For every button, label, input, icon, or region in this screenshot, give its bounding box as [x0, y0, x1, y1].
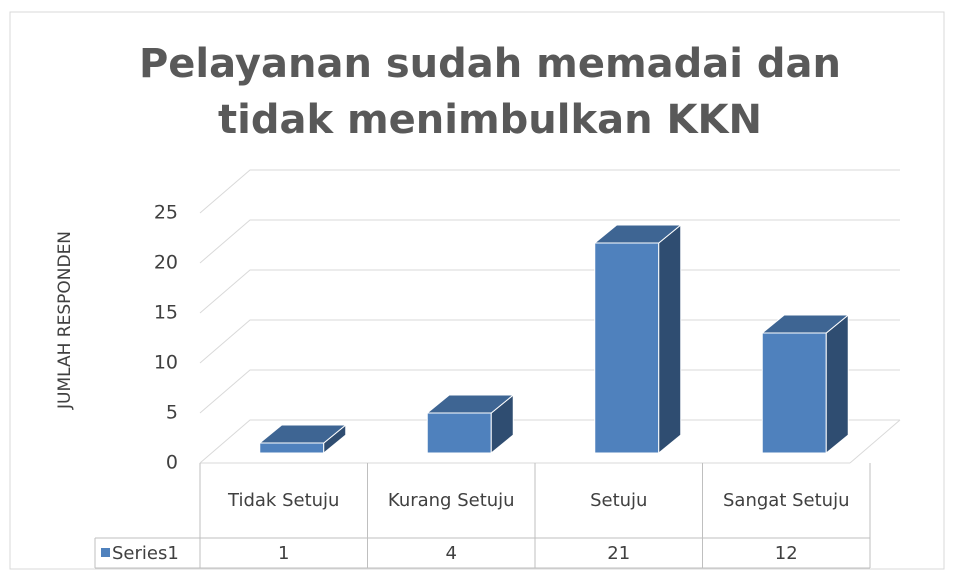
- bar-front: [259, 442, 325, 454]
- y-tick-label: 25: [154, 202, 178, 224]
- y-tick-label: 10: [154, 352, 178, 374]
- legend-swatch: [101, 548, 110, 557]
- bar-top: [425, 394, 515, 414]
- x-tick-label: Sangat Setuju: [723, 490, 850, 511]
- grid-line: [199, 319, 900, 364]
- bar-top: [593, 224, 683, 244]
- bar-top: [258, 424, 348, 444]
- x-tick-label: Tidak Setuju: [228, 490, 340, 511]
- grid-line: [199, 219, 900, 264]
- chart-border: [9, 11, 945, 570]
- grid-line: [199, 369, 900, 414]
- bar: [258, 423, 348, 455]
- bar: [760, 313, 850, 455]
- x-tick-label: Kurang Setuju: [387, 490, 515, 511]
- bar-front: [594, 242, 660, 454]
- bar-front: [426, 412, 492, 454]
- y-tick-label: 5: [166, 402, 178, 424]
- grid-line: [199, 169, 900, 214]
- y-tick-label: 20: [154, 252, 178, 274]
- y-tick-label: 15: [154, 302, 178, 324]
- table-value: 21: [607, 542, 631, 564]
- x-tick-label: Setuju: [590, 490, 648, 511]
- bar-side: [825, 313, 849, 455]
- bar: [593, 223, 683, 455]
- bar-top: [760, 314, 850, 334]
- bar: [425, 393, 515, 455]
- y-tick-label: 0: [166, 452, 178, 474]
- bar-side: [658, 223, 682, 455]
- legend-label: Series1: [112, 542, 179, 564]
- table-value: 12: [774, 542, 798, 564]
- y-axis-label: JUMLAH RESPONDEN: [55, 231, 75, 410]
- floor-edge: [849, 419, 901, 464]
- table-value: 4: [445, 542, 457, 564]
- grid-line: [199, 269, 900, 314]
- grid-line: [199, 419, 900, 464]
- chart-title: Pelayanan sudah memadai dan tidak menimb…: [138, 41, 841, 143]
- bar-front: [761, 332, 827, 454]
- table-value: 1: [278, 542, 290, 564]
